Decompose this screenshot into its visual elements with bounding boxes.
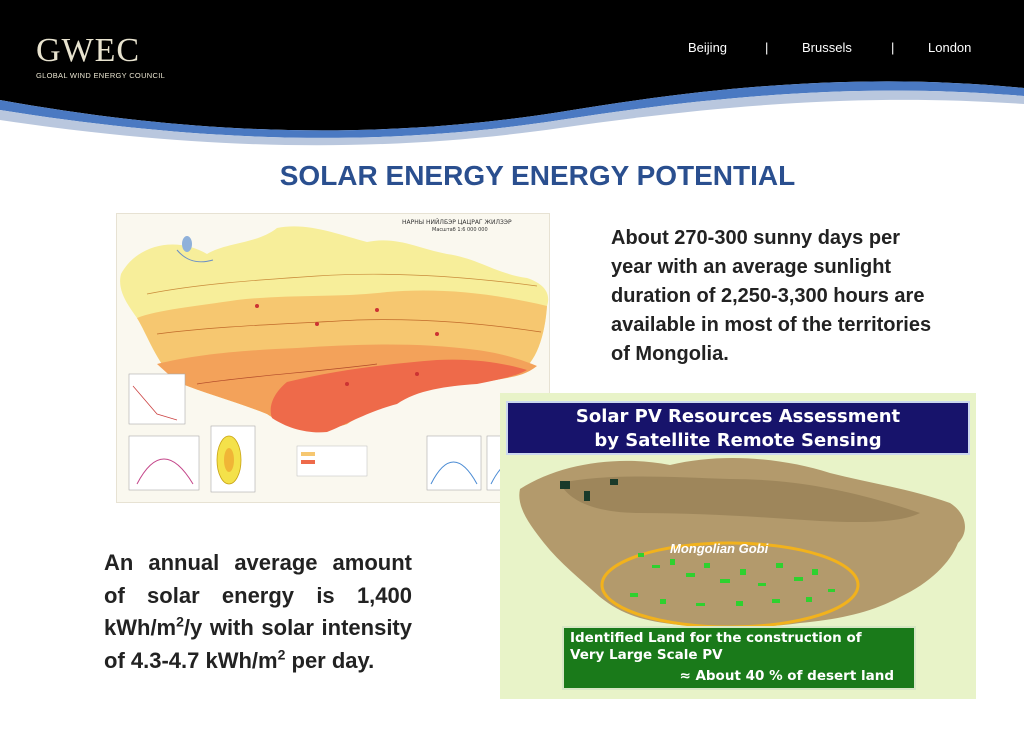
identified-land-box: Identified Land for the construction of … — [562, 626, 916, 690]
superscript-2: 2 — [176, 613, 184, 630]
solar-radiation-map: НАРНЫ НИЙЛБЭР ЦАЦРАГ ЖИЛЗЭР Масштаб 1:6 … — [116, 213, 550, 503]
solar-energy-text-part1: An annual average amount of solar energy… — [104, 550, 412, 640]
box-line-2: Very Large Scale PV — [570, 647, 723, 663]
gwec-logo: GWEC GLOBAL WIND ENERGY COUNCIL — [36, 32, 166, 81]
banner-line-1: Solar PV Resources Assessment — [575, 406, 901, 427]
city-separator: | — [765, 40, 769, 55]
solar-energy-text-part3: per day. — [285, 647, 375, 673]
satellite-pv-map: Solar PV Resources Assessment by Satelli… — [500, 393, 976, 699]
gobi-label: Mongolian Gobi — [670, 541, 769, 556]
slide-title: SOLAR ENERGY ENERGY POTENTIAL — [279, 160, 796, 191]
box-line-1: Identified Land for the construction of — [570, 630, 862, 646]
banner-line-2: by Satellite Remote Sensing — [594, 430, 882, 451]
header-band: GWEC GLOBAL WIND ENERGY COUNCIL Beijing … — [0, 0, 1024, 150]
header-wave-graphic — [0, 0, 1024, 146]
sunny-days-description: About 270-300 sunny days per year with a… — [611, 227, 932, 365]
map-scale: Масштаб 1:6 000 000 — [432, 227, 488, 233]
map-title: НАРНЫ НИЙЛБЭР ЦАЦРАГ ЖИЛЗЭР — [402, 219, 512, 226]
satellite-terrain-graphic — [519, 458, 965, 629]
superscript-2: 2 — [277, 646, 286, 663]
box-line-3: ≈ About 40 % of desert land — [679, 668, 894, 684]
solar-energy-description: An annual average amount of solar energy… — [104, 547, 412, 677]
city-london: London — [928, 40, 972, 55]
logo-wordmark: GWEC — [36, 32, 141, 69]
logo-subtitle: GLOBAL WIND ENERGY COUNCIL — [36, 71, 166, 80]
city-beijing: Beijing — [688, 40, 728, 55]
city-brussels: Brussels — [802, 40, 852, 55]
mongolia-radiation-map-graphic: НАРНЫ НИЙЛБЭР ЦАЦРАГ ЖИЛЗЭР Масштаб 1:6 … — [120, 219, 549, 493]
city-separator: | — [891, 40, 895, 55]
solar-energy-text-part2: /y with solar intensity of 4.3-4.7 kWh/m — [104, 615, 412, 673]
pv-assessment-banner: Solar PV Resources Assessment by Satelli… — [506, 401, 970, 455]
